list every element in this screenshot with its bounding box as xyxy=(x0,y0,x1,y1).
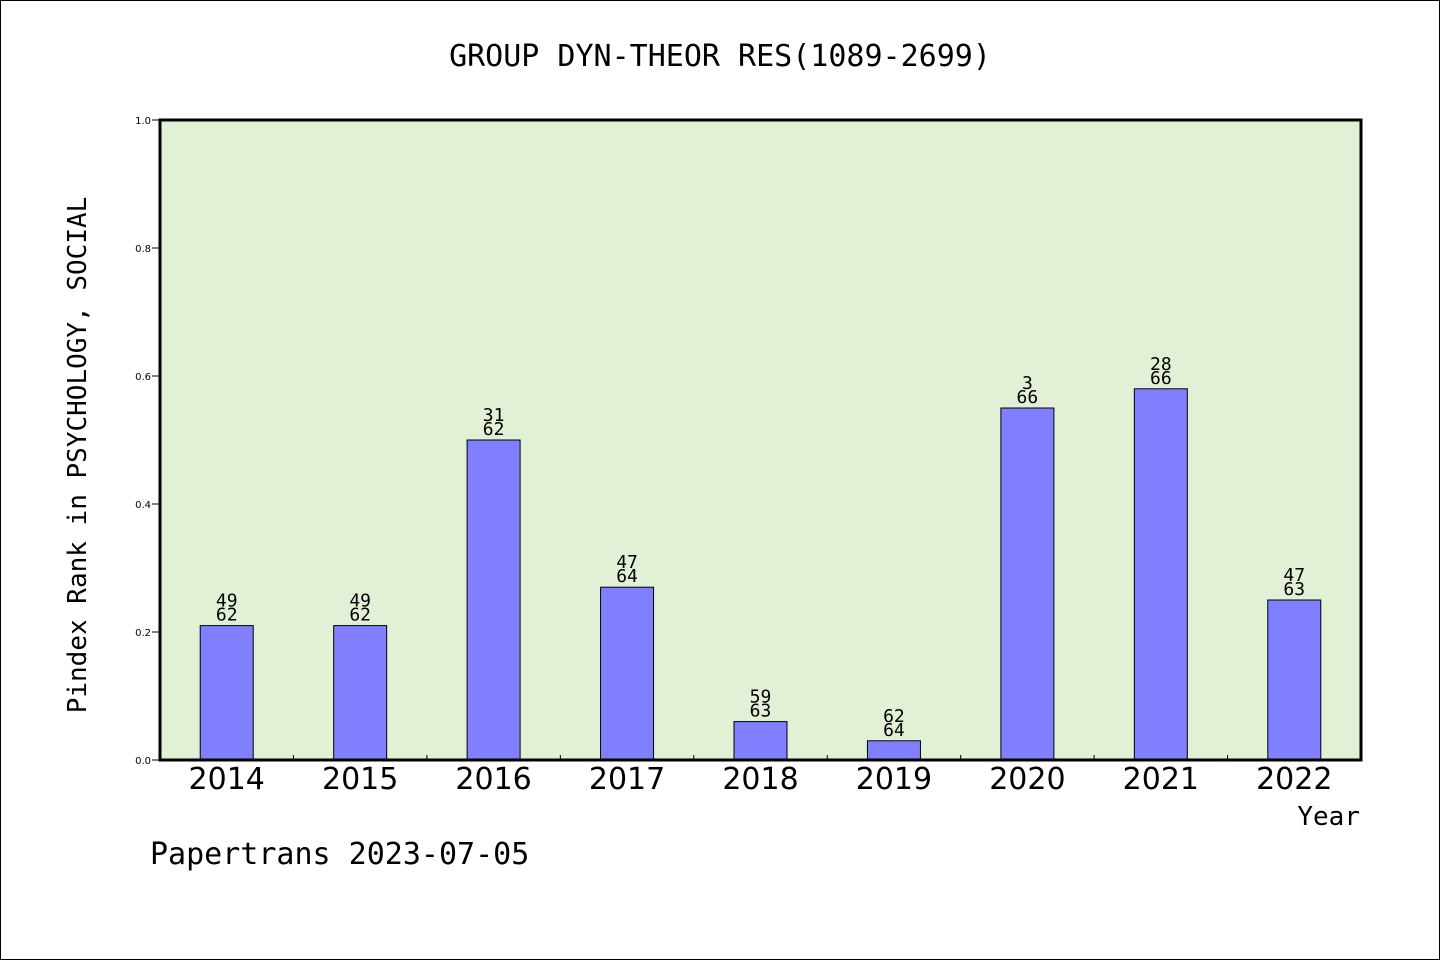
bar-label-top: 31 xyxy=(483,405,505,426)
y-tick-label: 0.8 xyxy=(135,244,151,255)
x-tick-label: 2022 xyxy=(1256,762,1332,797)
x-tick-label: 2020 xyxy=(989,762,1065,797)
bar-2016 xyxy=(466,439,521,761)
bar-label-top: 49 xyxy=(349,591,371,612)
bar-2021 xyxy=(1133,388,1188,761)
y-tick-label: 0.0 xyxy=(135,756,151,767)
x-tick-label: 2021 xyxy=(1123,762,1199,797)
bar-2015 xyxy=(333,625,388,761)
bar-label-top: 47 xyxy=(616,552,638,573)
bar-2014 xyxy=(199,625,254,761)
y-axis: 0.0 0.2 0.4 0.6 0.8 1.0 xyxy=(135,116,160,767)
y-axis-label: Pindex Rank in PSYCHOLOGY, SOCIAL xyxy=(63,197,93,714)
bar-2020 xyxy=(1000,407,1055,761)
bar-label-bottom: 66 xyxy=(1017,387,1039,408)
y-tick-label: 0.4 xyxy=(135,500,151,511)
chart-title: GROUP DYN-THEOR RES(1089-2699) xyxy=(449,39,991,74)
bar-label-top: 49 xyxy=(216,591,238,612)
x-tick-label: 2016 xyxy=(455,762,531,797)
x-tick-label: 2014 xyxy=(189,762,265,797)
bar-label-bottom: 62 xyxy=(483,419,505,440)
x-tick-label: 2017 xyxy=(589,762,665,797)
bar-label-bottom: 64 xyxy=(883,720,905,741)
bar-label-bottom: 62 xyxy=(216,605,238,626)
bar-label-top: 59 xyxy=(750,687,772,708)
x-tick-label: 2015 xyxy=(322,762,398,797)
bar-series xyxy=(199,388,1322,761)
plot-border xyxy=(158,118,1363,762)
x-tick-label: 2019 xyxy=(856,762,932,797)
bar-label-top: 28 xyxy=(1150,354,1172,375)
y-tick-label: 1.0 xyxy=(135,116,151,127)
y-tick-label: 0.2 xyxy=(135,628,151,639)
x-tick-label: 2018 xyxy=(722,762,798,797)
bar-2017 xyxy=(600,586,655,761)
bar-label-top: 47 xyxy=(1283,565,1305,586)
bar-2018 xyxy=(733,721,788,761)
y-tick-label: 0.6 xyxy=(135,372,151,383)
bar-label-top: 62 xyxy=(883,706,905,727)
bar-2022 xyxy=(1267,599,1322,761)
x-axis-label: Year xyxy=(1297,802,1360,832)
bar-label-bottom: 66 xyxy=(1150,368,1172,389)
bar-2019 xyxy=(866,740,921,761)
bar-label-bottom: 62 xyxy=(349,605,371,626)
footer-credit: Papertrans 2023-07-05 xyxy=(150,837,529,872)
bar-label-bottom: 63 xyxy=(1283,579,1305,600)
bar-label-top: 3 xyxy=(1022,373,1033,394)
x-axis-tick-labels: 2014 2015 2016 2017 2018 2019 2020 2021 2022 xyxy=(189,762,1333,797)
bar-label-bottom: 64 xyxy=(616,566,638,587)
bar-label-bottom: 63 xyxy=(750,701,772,722)
